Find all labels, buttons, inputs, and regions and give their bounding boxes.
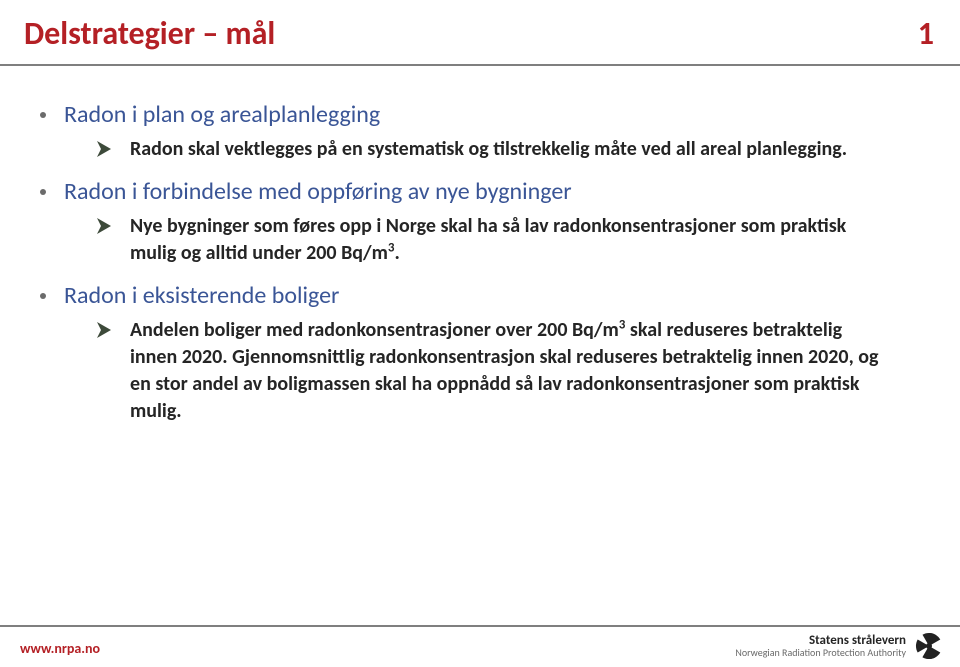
logo-line-2: Norwegian Radiation Protection Authority <box>735 648 906 659</box>
sub-bullet-text: Nye bygninger som føres opp i Norge skal… <box>130 213 888 267</box>
slide: Delstrategier – mål 1 Radon i plan og ar… <box>0 0 960 667</box>
footer-url: www.nrpa.no <box>20 640 100 657</box>
footer-rule <box>0 625 960 627</box>
bullet-item: Radon i forbindelse med oppføring av nye… <box>40 177 888 207</box>
arrow-icon <box>96 140 114 158</box>
trefoil-icon <box>914 631 944 661</box>
bullet-heading: Radon i plan og arealplanlegging <box>64 100 380 130</box>
bullet-dot-icon <box>40 189 46 195</box>
bullet-heading: Radon i eksisterende boliger <box>64 281 339 311</box>
sub-bullet-item: Andelen boliger med radonkonsentrasjoner… <box>96 317 888 425</box>
footer-logo: Statens strålevern Norwegian Radiation P… <box>735 631 944 661</box>
sub-bullet-item: Nye bygninger som føres opp i Norge skal… <box>96 213 888 267</box>
content-area: Radon i plan og arealplanlegging Radon s… <box>40 94 888 439</box>
sub-bullet-text: Radon skal vektlegges på en systematisk … <box>130 136 847 163</box>
sub-text-tail: . <box>394 241 399 265</box>
title-row: Delstrategier – mål 1 <box>24 14 934 53</box>
bullet-dot-icon <box>40 112 46 118</box>
arrow-icon <box>96 217 114 235</box>
footer: www.nrpa.no Statens strålevern Norwegian… <box>0 625 960 667</box>
slide-title: Delstrategier – mål <box>24 14 275 53</box>
title-rule <box>0 64 960 66</box>
logo-text: Statens strålevern Norwegian Radiation P… <box>735 634 906 658</box>
bullet-item: Radon i eksisterende boliger <box>40 281 888 311</box>
bullet-dot-icon <box>40 293 46 299</box>
sub-bullet-item: Radon skal vektlegges på en systematisk … <box>96 136 888 163</box>
page-number: 1 <box>918 14 934 53</box>
bullet-heading: Radon i forbindelse med oppføring av nye… <box>64 177 572 207</box>
sub-text-main: Nye bygninger som føres opp i Norge skal… <box>130 214 846 265</box>
sub-text-main: Andelen boliger med radonkonsentrasjoner… <box>130 318 619 342</box>
sub-bullet-text: Andelen boliger med radonkonsentrasjoner… <box>130 317 888 425</box>
arrow-icon <box>96 321 114 339</box>
horizontal-rule <box>0 64 960 66</box>
bullet-item: Radon i plan og arealplanlegging <box>40 100 888 130</box>
